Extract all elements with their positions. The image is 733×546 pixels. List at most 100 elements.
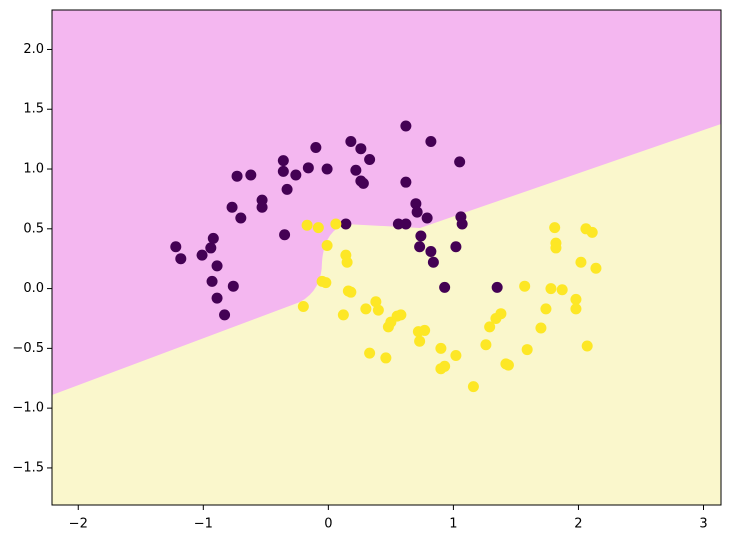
x-tick-label: 3: [699, 517, 707, 532]
point: [450, 241, 462, 253]
point: [281, 183, 293, 195]
point: [231, 170, 243, 182]
point: [277, 165, 289, 177]
point: [570, 303, 582, 315]
point: [302, 162, 314, 174]
point: [175, 253, 187, 265]
point: [277, 155, 289, 167]
point: [411, 206, 423, 218]
point: [205, 242, 217, 254]
point: [427, 256, 439, 268]
point: [414, 241, 426, 253]
point: [170, 241, 182, 253]
point: [400, 120, 412, 132]
point: [219, 309, 231, 321]
y-tick-label: −1.5: [12, 460, 44, 475]
point: [550, 242, 562, 254]
point: [245, 169, 257, 181]
x-tick-label: −1: [194, 517, 213, 532]
point: [211, 260, 223, 272]
point: [395, 309, 407, 321]
y-tick-label: −0.5: [12, 341, 44, 356]
point: [590, 262, 602, 274]
point: [341, 256, 353, 268]
point: [227, 280, 239, 292]
point: [235, 212, 247, 224]
y-tick-label: 1.5: [23, 102, 44, 117]
point: [581, 340, 593, 352]
plot-frame: [51, 9, 722, 506]
point: [372, 304, 384, 316]
point: [337, 309, 349, 321]
point: [495, 308, 507, 320]
point: [370, 296, 382, 308]
y-tick-label: 0.0: [23, 281, 44, 296]
x-tick-label: −2: [69, 517, 88, 532]
point: [345, 286, 357, 298]
point: [357, 177, 369, 189]
point: [435, 342, 447, 354]
point: [297, 301, 309, 313]
x-tick-label: 0: [324, 517, 332, 532]
y-tick-label: 1.0: [23, 162, 44, 177]
y-tick-label: 0.5: [23, 221, 44, 236]
point: [360, 303, 372, 315]
point: [207, 232, 219, 244]
point: [312, 222, 324, 234]
point: [467, 381, 479, 393]
point: [454, 156, 466, 168]
point: [586, 226, 598, 238]
point: [439, 281, 451, 293]
point: [310, 142, 322, 153]
point: [545, 283, 557, 295]
x-tick-label: 2: [574, 517, 582, 532]
point: [400, 218, 412, 230]
y-tick-label: −1.0: [12, 401, 44, 416]
point: [256, 201, 268, 213]
point: [380, 352, 392, 364]
point: [575, 256, 587, 268]
point: [320, 277, 332, 289]
point: [570, 293, 582, 305]
point: [502, 359, 514, 371]
point: [425, 136, 437, 148]
point: [521, 344, 533, 356]
y-tick-label: 2.0: [23, 42, 44, 57]
point: [450, 350, 462, 362]
point: [301, 219, 313, 231]
x-tick-label: 1: [449, 517, 457, 532]
point: [491, 281, 503, 293]
point: [211, 292, 223, 304]
point: [519, 280, 531, 292]
point: [345, 136, 357, 148]
point: [425, 246, 437, 258]
point: [400, 176, 412, 188]
point: [435, 363, 447, 375]
point: [350, 164, 362, 176]
point: [419, 324, 431, 336]
region-class-1: [52, 124, 721, 505]
point: [535, 322, 547, 334]
point: [321, 240, 333, 252]
point: [421, 212, 433, 224]
point: [410, 198, 422, 210]
point: [456, 218, 468, 230]
point: [415, 230, 427, 242]
point: [556, 284, 568, 296]
plot: [170, 120, 602, 393]
point: [364, 347, 376, 359]
point: [414, 335, 426, 347]
point: [340, 218, 352, 230]
point: [330, 218, 342, 230]
point: [279, 229, 291, 241]
point: [206, 275, 218, 287]
point: [549, 222, 561, 234]
point: [226, 201, 238, 213]
point: [480, 339, 492, 351]
point: [196, 249, 208, 261]
point: [321, 163, 333, 175]
point: [540, 303, 552, 315]
point: [290, 169, 302, 181]
point: [484, 321, 496, 333]
